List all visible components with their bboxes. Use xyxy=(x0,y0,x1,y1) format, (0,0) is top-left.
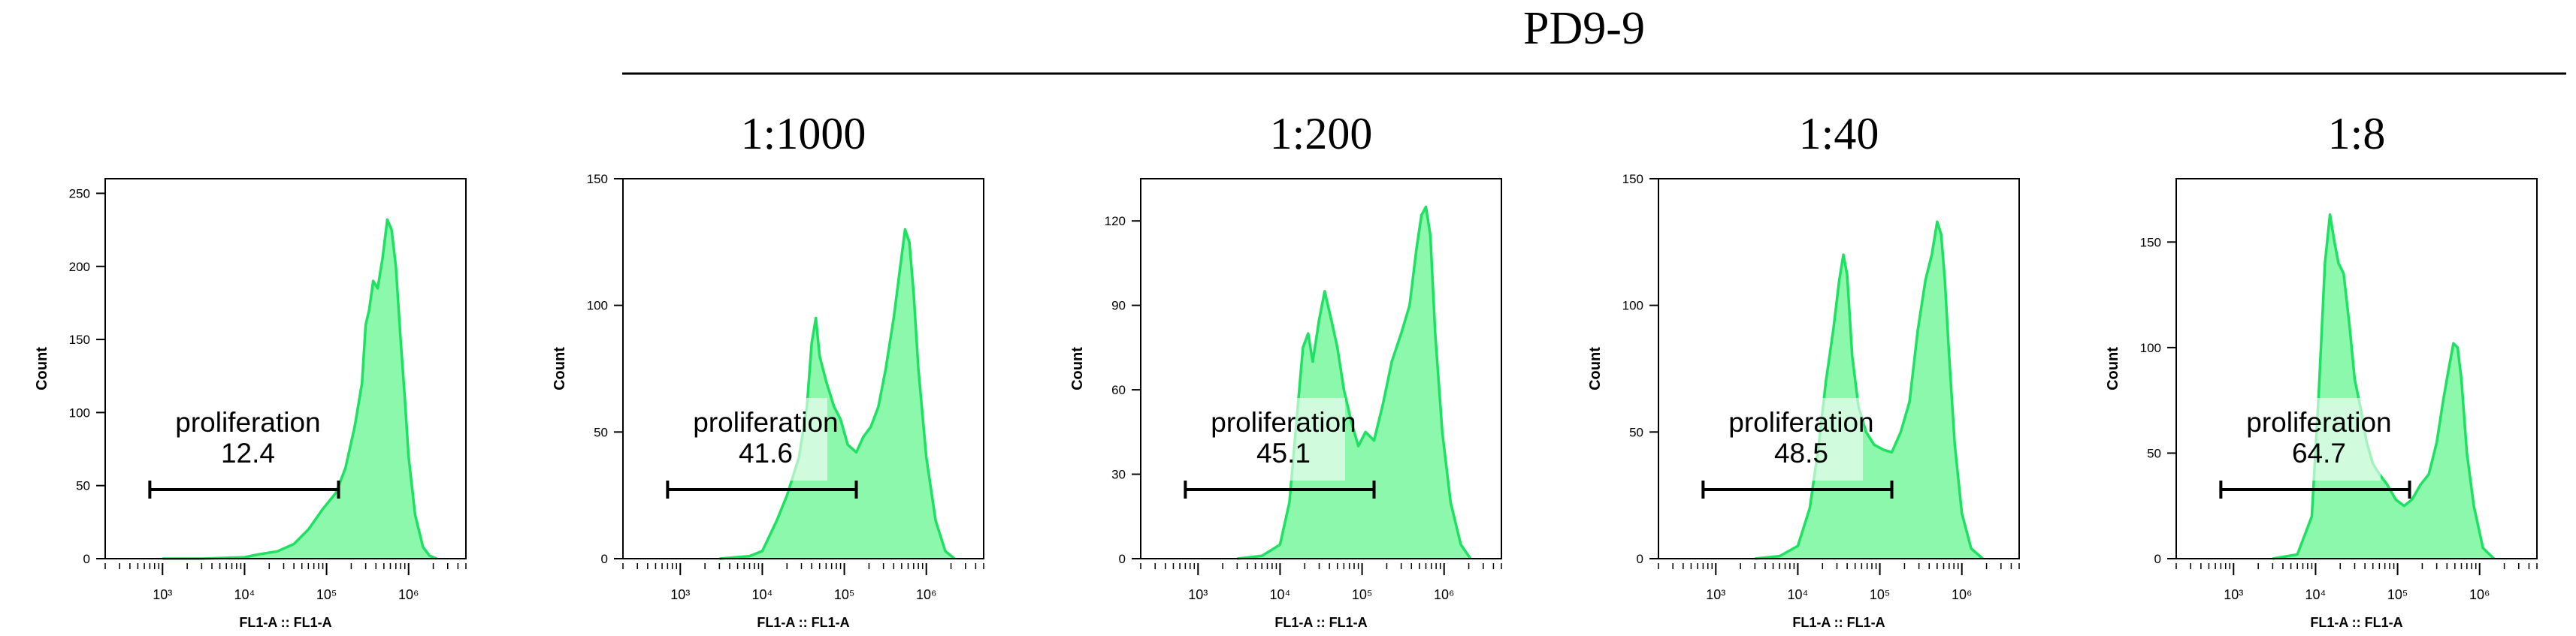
group-header: PD9-9 xyxy=(622,3,2566,75)
y-tick-label: 90 xyxy=(1111,299,1126,313)
y-tick-label: 50 xyxy=(2147,446,2161,460)
y-tick-label: 30 xyxy=(1111,468,1126,482)
gate-name: proliferation xyxy=(1211,407,1356,438)
gate-label-background xyxy=(1739,398,1863,481)
plot-frame xyxy=(2175,178,2538,559)
panel-title: 1:200 xyxy=(1270,109,1373,158)
gate-name: proliferation xyxy=(1728,407,1873,438)
plot-frame xyxy=(1140,178,1502,559)
gate-name: proliferation xyxy=(2246,407,2391,438)
x-tick-label: 10⁶ xyxy=(2469,587,2490,602)
x-axis-label: FL1-A :: FL1-A xyxy=(2310,615,2402,630)
x-tick-label: 10⁴ xyxy=(752,587,773,602)
y-tick-label: 150 xyxy=(2140,235,2161,249)
plot-frame xyxy=(1658,178,2020,559)
y-tick-label: 120 xyxy=(1105,214,1126,228)
histogram-area xyxy=(719,229,955,559)
y-tick-label: 100 xyxy=(2140,341,2161,355)
gate-name: proliferation xyxy=(693,407,838,438)
plot-frame xyxy=(104,178,467,559)
y-tick-label: 200 xyxy=(69,260,90,274)
y-tick-label: 100 xyxy=(1622,299,1643,313)
gate-percent: 12.4 xyxy=(221,438,275,469)
y-tick-label: 150 xyxy=(69,333,90,347)
x-tick-label: 10³ xyxy=(670,587,690,602)
gate-percent: 64.7 xyxy=(2292,438,2346,469)
x-tick-label: 10³ xyxy=(1706,587,1725,602)
gate-label-background xyxy=(186,398,310,481)
gate-percent: 48.5 xyxy=(1774,438,1828,469)
gate-percent: 45.1 xyxy=(1256,438,1311,469)
x-tick-label: 10⁶ xyxy=(916,587,936,602)
x-tick-label: 10⁵ xyxy=(1352,587,1372,602)
gate-percent: 41.6 xyxy=(739,438,793,469)
gate-label-background xyxy=(1221,398,1345,481)
x-tick-label: 10⁶ xyxy=(1952,587,1972,602)
x-tick-label: 10⁶ xyxy=(398,587,419,602)
histogram-line xyxy=(162,218,437,560)
x-axis-label: FL1-A :: FL1-A xyxy=(1792,615,1885,630)
x-axis-label: FL1-A :: FL1-A xyxy=(757,615,849,630)
x-tick-label: 10³ xyxy=(1188,587,1208,602)
y-axis-label: Count xyxy=(1587,347,1604,390)
x-tick-label: 10³ xyxy=(153,587,172,602)
gate-label-background xyxy=(703,398,827,481)
y-tick-label: 100 xyxy=(587,299,608,313)
x-tick-label: 10⁴ xyxy=(234,587,255,602)
histogram-area xyxy=(1755,222,1983,559)
y-tick-label: 0 xyxy=(2154,552,2161,566)
y-tick-label: 0 xyxy=(1119,552,1126,566)
y-axis-label: Count xyxy=(34,347,50,390)
x-tick-label: 10⁵ xyxy=(834,587,854,602)
x-tick-label: 10⁵ xyxy=(316,587,337,602)
y-tick-label: 0 xyxy=(83,552,90,566)
y-tick-label: 50 xyxy=(76,479,90,493)
y-tick-label: 60 xyxy=(1111,383,1126,397)
y-tick-label: 150 xyxy=(587,172,608,186)
y-tick-label: 50 xyxy=(1629,425,1643,439)
panel-title: 1:40 xyxy=(1799,109,1879,158)
panel-title: 1:1000 xyxy=(741,109,866,158)
histogram-area xyxy=(162,219,437,559)
x-tick-label: 10⁴ xyxy=(1788,587,1809,602)
panel-title: 1:8 xyxy=(2328,109,2386,158)
x-tick-label: 10⁴ xyxy=(1270,587,1291,602)
y-tick-label: 0 xyxy=(1637,552,1643,566)
x-tick-label: 10³ xyxy=(2224,587,2243,602)
y-tick-label: 100 xyxy=(69,405,90,420)
x-axis-label: FL1-A :: FL1-A xyxy=(239,615,331,630)
y-tick-label: 0 xyxy=(601,552,608,566)
x-tick-label: 10⁴ xyxy=(2305,587,2327,602)
gate-name: proliferation xyxy=(175,407,320,438)
plot-frame xyxy=(622,178,984,559)
y-tick-label: 50 xyxy=(594,425,608,439)
y-axis-label: Count xyxy=(552,347,568,390)
histogram-line xyxy=(2272,213,2496,560)
x-tick-label: 10⁵ xyxy=(2387,587,2408,602)
histogram-area xyxy=(1237,206,1471,559)
gate-label-background xyxy=(2257,398,2381,481)
x-tick-label: 10⁶ xyxy=(1434,587,1454,602)
y-tick-label: 250 xyxy=(69,186,90,200)
y-tick-label: 150 xyxy=(1622,172,1643,186)
group-label: PD9-9 xyxy=(1523,3,1645,54)
y-axis-label: Count xyxy=(1069,347,1086,390)
y-axis-label: Count xyxy=(2105,347,2121,390)
x-tick-label: 10⁵ xyxy=(1870,587,1890,602)
histogram-line xyxy=(1237,205,1472,560)
x-axis-label: FL1-A :: FL1-A xyxy=(1274,615,1367,630)
